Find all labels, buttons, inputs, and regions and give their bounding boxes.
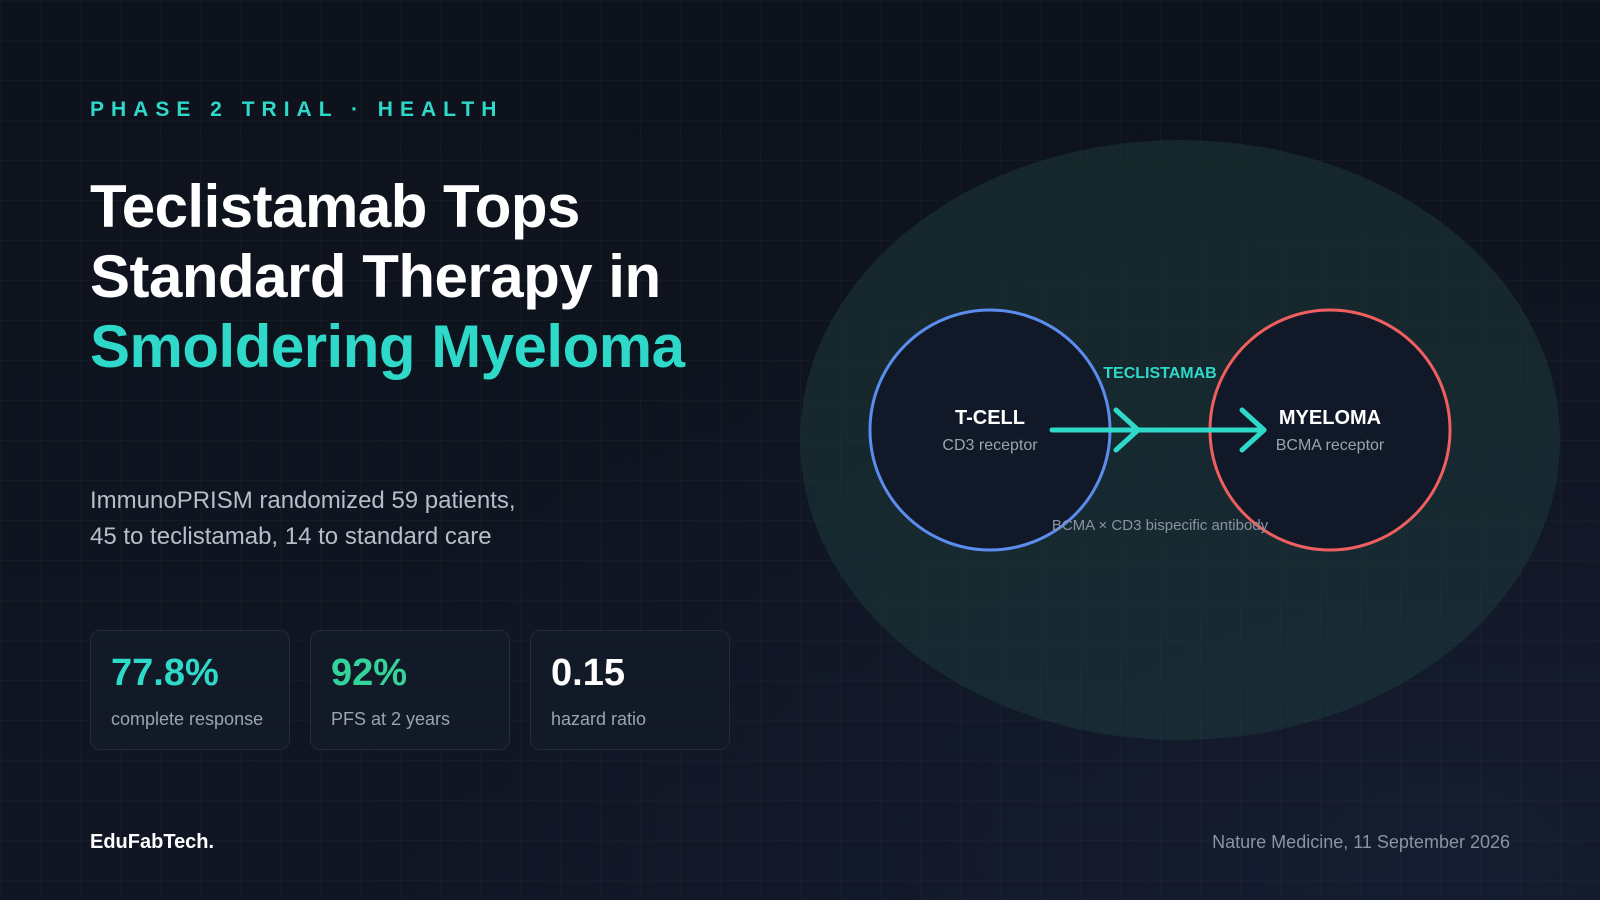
headline-line-1: Teclistamab Tops bbox=[90, 173, 580, 240]
headline-line-3: Smoldering Myeloma bbox=[90, 313, 685, 380]
eyebrow-label: PHASE 2 TRIAL · HEALTH bbox=[90, 98, 504, 121]
headline: Teclistamab Tops Standard Therapy in Smo… bbox=[90, 172, 685, 382]
deck-text: ImmunoPRISM randomized 59 patients, 45 t… bbox=[90, 483, 516, 555]
brand-logo-text: EduFabTech. bbox=[90, 831, 215, 853]
mechanism-diagram: T-CELL CD3 receptor MYELOMA BCMA recepto… bbox=[790, 130, 1570, 750]
halo-ellipse bbox=[800, 140, 1560, 740]
t-cell-title: T-CELL bbox=[955, 407, 1025, 429]
stat-value: 92% bbox=[331, 652, 408, 694]
stat-card-complete-response: 77.8% complete response bbox=[90, 630, 290, 750]
t-cell-subtitle: CD3 receptor bbox=[942, 437, 1038, 454]
source-citation: Nature Medicine, 11 September 2026 bbox=[1212, 832, 1510, 852]
stat-label: hazard ratio bbox=[551, 709, 647, 729]
arrow-head-middle bbox=[1113, 407, 1141, 453]
stat-label: PFS at 2 years bbox=[331, 709, 451, 729]
stat-card-hazard-ratio: 0.15 hazard ratio bbox=[530, 630, 730, 750]
drug-label: TECLISTAMAB bbox=[1103, 365, 1216, 382]
stat-card-pfs: 92% PFS at 2 years bbox=[310, 630, 510, 750]
arrow-head-end bbox=[1239, 407, 1267, 453]
headline-line-2: Standard Therapy in bbox=[90, 243, 661, 310]
antibody-arrow bbox=[1049, 407, 1267, 453]
stat-value: 0.15 bbox=[551, 652, 625, 694]
myeloma-title: MYELOMA bbox=[1279, 407, 1381, 429]
deck-line-1: ImmunoPRISM randomized 59 patients, bbox=[90, 487, 516, 514]
deck-line-2: 45 to teclistamab, 14 to standard care bbox=[90, 523, 492, 550]
mechanism-label: BCMA × CD3 bispecific antibody bbox=[1052, 517, 1269, 534]
myeloma-subtitle: BCMA receptor bbox=[1276, 437, 1385, 454]
stat-label: complete response bbox=[111, 709, 264, 729]
mechanism-diagram-svg: T-CELL CD3 receptor MYELOMA BCMA recepto… bbox=[800, 140, 1560, 740]
stat-value: 77.8% bbox=[111, 652, 219, 694]
